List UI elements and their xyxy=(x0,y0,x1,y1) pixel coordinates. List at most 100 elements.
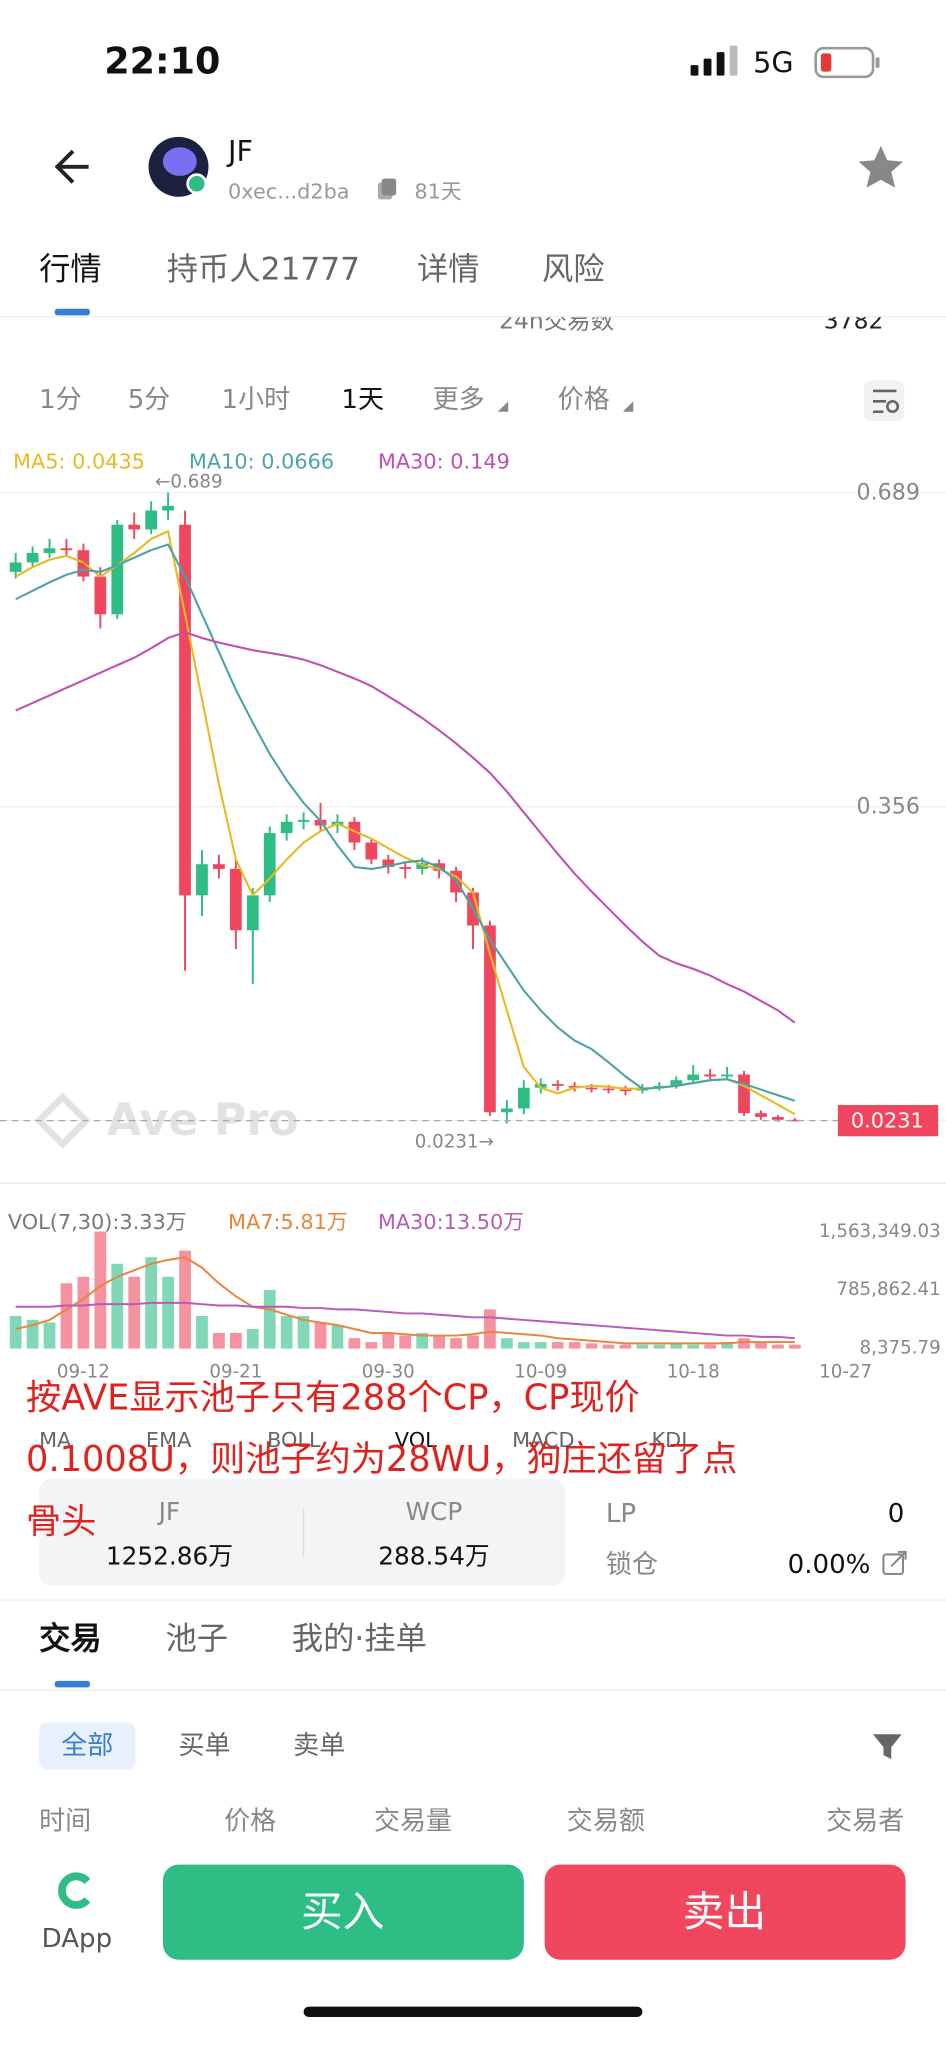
candle-body xyxy=(755,1113,767,1117)
trade-tab[interactable]: 交易 xyxy=(39,1620,102,1657)
ma-legend: MA30: 0.149 xyxy=(378,449,510,473)
sell-label[interactable]: 卖出 xyxy=(683,1887,766,1936)
trade-tab[interactable]: 我的·挂单 xyxy=(292,1621,427,1657)
tab-indicator xyxy=(54,1680,90,1688)
low-label: 0.0231→ xyxy=(415,1131,494,1152)
volume-bar xyxy=(365,1342,378,1349)
volume-bar xyxy=(501,1338,513,1349)
favorite-star[interactable] xyxy=(858,145,903,188)
filter[interactable]: 全部 xyxy=(61,1731,113,1761)
sell-button[interactable] xyxy=(544,1864,906,1960)
indicator-tab[interactable]: KDJ xyxy=(652,1428,688,1452)
candle-body xyxy=(128,524,141,530)
interval[interactable]: 更多 xyxy=(433,385,485,415)
token-avatar xyxy=(148,136,209,197)
battery-icon xyxy=(814,46,880,79)
buy-label[interactable]: 买入 xyxy=(301,1887,384,1936)
column-header: 交易额 xyxy=(567,1807,645,1837)
volume-tick-label: 8,375.79 xyxy=(860,1337,941,1358)
interval[interactable]: 1分 xyxy=(39,385,82,415)
candle-body xyxy=(145,510,158,530)
volume-bar xyxy=(128,1276,141,1349)
indicator-tab[interactable]: VOL xyxy=(395,1428,437,1452)
tab[interactable]: 行情 xyxy=(39,252,102,288)
candle-body xyxy=(60,548,73,551)
filter[interactable]: 卖单 xyxy=(293,1731,345,1761)
lp-label: LP xyxy=(606,1499,636,1529)
volume-bar xyxy=(314,1322,327,1349)
volume-bar xyxy=(467,1335,479,1349)
candle-body xyxy=(229,868,242,931)
external-link-icon[interactable] xyxy=(882,1550,907,1576)
y-tick-label: 0.356 xyxy=(857,794,920,820)
indicator-tab[interactable]: MA xyxy=(39,1428,72,1452)
tab[interactable]: 详情 xyxy=(417,252,480,288)
candle-body xyxy=(365,842,378,860)
interval[interactable]: 1天 xyxy=(341,385,384,415)
volume-bar xyxy=(738,1338,750,1349)
interval[interactable]: 1小时 xyxy=(222,385,291,415)
annotation: 按AVE显示池子只有288个CP，CP现价 xyxy=(26,1378,640,1419)
back-button[interactable] xyxy=(54,149,89,184)
copy-icon[interactable] xyxy=(377,178,397,200)
x-tick-label: 10-27 xyxy=(819,1362,872,1383)
candle-body xyxy=(297,819,310,822)
candle-body xyxy=(602,1088,615,1091)
volume-bar xyxy=(94,1231,107,1349)
candle-body xyxy=(670,1080,683,1086)
filter-pill[interactable] xyxy=(39,1722,136,1770)
signal-icon xyxy=(690,45,738,76)
volume-bar xyxy=(687,1344,700,1349)
volume-bar xyxy=(450,1338,462,1349)
filter[interactable]: 买单 xyxy=(179,1731,231,1761)
volume-bar xyxy=(534,1342,547,1349)
tab[interactable]: 风险 xyxy=(542,252,605,288)
interval[interactable]: 5分 xyxy=(128,385,171,415)
volume-bar xyxy=(755,1342,767,1349)
volume-bar xyxy=(619,1344,632,1349)
volume-bar xyxy=(77,1276,90,1349)
dapp-icon[interactable] xyxy=(58,1872,91,1909)
candle-body xyxy=(551,1083,564,1086)
volume-bar xyxy=(602,1344,615,1349)
candle-body xyxy=(179,524,191,896)
volume-bar xyxy=(653,1344,666,1349)
volume-bar xyxy=(636,1344,649,1349)
token-address: 0xec...d2ba xyxy=(228,180,350,204)
dapp-label[interactable]: DApp xyxy=(42,1924,112,1954)
indicator-tab[interactable]: EMA xyxy=(146,1428,192,1452)
ma-legend: MA10: 0.0666 xyxy=(189,449,334,473)
x-tick-label: 09-30 xyxy=(362,1362,415,1383)
volume-bar xyxy=(517,1342,530,1349)
candle-body xyxy=(721,1074,733,1077)
volume-bar xyxy=(331,1325,344,1349)
volume-bar xyxy=(551,1342,564,1349)
trade-tab[interactable]: 池子 xyxy=(165,1621,228,1657)
volume-bar xyxy=(26,1319,39,1349)
volume-bar xyxy=(43,1322,56,1349)
pool-box xyxy=(39,1478,566,1586)
filter-icon[interactable] xyxy=(873,1734,902,1760)
candle-body xyxy=(43,548,56,554)
volume-bar xyxy=(670,1343,683,1349)
watermark-logo xyxy=(34,1092,91,1149)
indicator-tab[interactable]: BOLL xyxy=(267,1428,321,1452)
high-label: ←0.689 xyxy=(155,472,222,493)
volume-bar xyxy=(196,1315,208,1349)
x-tick-label: 09-21 xyxy=(209,1362,262,1383)
volume-bar xyxy=(60,1283,73,1349)
candle-body xyxy=(534,1083,547,1088)
settings-icon[interactable] xyxy=(863,380,905,421)
buy-button[interactable] xyxy=(162,1864,524,1960)
pool-label: WCP xyxy=(406,1497,463,1526)
candle-body xyxy=(619,1089,632,1092)
ma-line xyxy=(15,543,796,1102)
interval[interactable]: 价格 xyxy=(558,385,610,415)
volume-ma-legend: MA7:5.81万 xyxy=(228,1210,348,1234)
candle-body xyxy=(162,505,174,511)
current-price-box xyxy=(837,1105,939,1137)
indicator-tab[interactable]: MACD xyxy=(512,1428,574,1452)
tab[interactable]: 持币人21777 xyxy=(167,252,360,288)
